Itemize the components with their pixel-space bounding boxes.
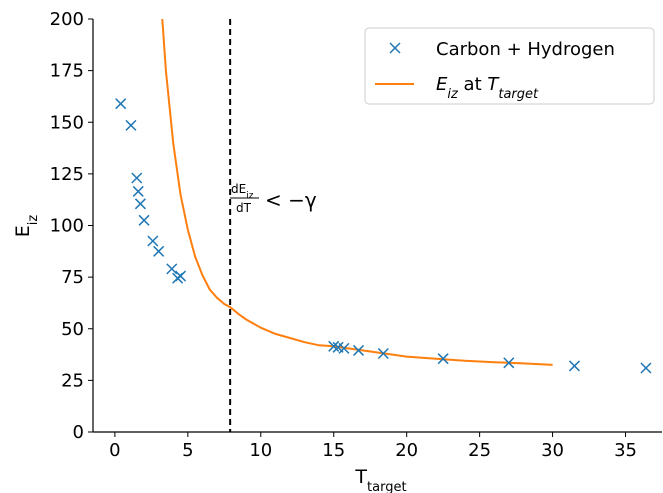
scatter-point [377,347,389,360]
scatter-point [153,245,165,257]
scatter-point [138,214,150,226]
scatter-point [175,270,187,282]
ticks-layer: 0 5 10 15 20 25 30 35 0 25 50 75 100 125 150 175 200 [50,9,637,461]
scatter-point [640,362,652,374]
annotation-denominator: dT [236,201,252,215]
scatter-point [353,344,365,356]
scatter-point [568,360,580,372]
x-tick-label: 10 [249,440,272,461]
y-tick-label: 50 [61,319,84,340]
y-tick-label: 100 [50,216,84,237]
y-tick-label: 175 [50,61,84,82]
series-curve-line [161,19,553,366]
scatter-point [503,357,515,369]
x-tick-label: 0 [109,440,120,461]
x-axis-label: Ttarget [354,466,406,493]
y-tick-label: 150 [50,112,84,133]
legend-marker-scatter [389,42,401,54]
scatter-point [134,198,146,210]
legend-label-scatter: Carbon + Hydrogen [436,39,615,60]
scatter-point [132,185,144,197]
y-tick-label: 75 [61,267,84,288]
scatter-point [115,98,127,110]
scatter-point [147,235,159,247]
y-tick-label: 200 [50,9,84,30]
scatter-point [328,340,340,352]
scatter-point [338,342,350,354]
y-tick-label: 25 [61,370,84,391]
derivative-annotation: dEiz dT < −γ [230,182,317,215]
scatter-point [131,172,143,184]
x-tick-label: 25 [468,440,491,461]
scatter-point [437,353,449,365]
y-tick-label: 0 [73,422,84,443]
x-tick-label: 20 [395,440,418,461]
annotation-numerator: dEiz [231,182,254,201]
x-tick-label: 15 [322,440,345,461]
x-tick-label: 35 [614,440,637,461]
curve-layer [161,19,553,366]
legend-x-glyph [389,42,401,54]
annotation-relation: < −γ [265,188,317,212]
x-tick-label: 30 [541,440,564,461]
legend-box [364,27,655,105]
scatter-point [166,263,178,275]
y-axis-label: Eiz [12,215,41,238]
x-tick-label: 5 [182,440,193,461]
y-tick-label: 125 [50,164,84,185]
legend: Carbon + Hydrogen Eiz at Ttarget [364,27,655,105]
scatter-point [125,119,137,131]
points-layer [115,98,652,374]
legend-label-curve: Eiz at Ttarget [436,74,539,102]
